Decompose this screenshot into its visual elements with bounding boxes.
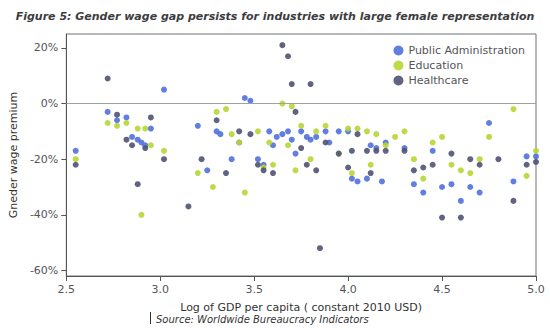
svg-text:3.0: 3.0	[152, 283, 170, 296]
svg-text:-40%: -40%	[30, 208, 58, 221]
svg-text:0%: 0%	[41, 97, 58, 110]
svg-text:3.5: 3.5	[245, 283, 263, 296]
svg-text:-20%: -20%	[30, 153, 58, 166]
svg-text:Source: Worldwide Bureaucracy: Source: Worldwide Bureaucracy Indicators	[156, 314, 369, 325]
svg-text:20%: 20%	[34, 41, 58, 54]
svg-text:Figure 5: Gender wage gap pers: Figure 5: Gender wage gap persists for i…	[16, 10, 535, 23]
svg-text:Healthcare: Healthcare	[408, 74, 468, 87]
svg-text:Log of GDP per capita ( consta: Log of GDP per capita ( constant 2010 US…	[180, 301, 422, 314]
svg-text:-60%: -60%	[30, 264, 58, 277]
svg-text:Education: Education	[408, 59, 463, 72]
svg-text:Gneder wage premium: Gneder wage premium	[7, 92, 20, 219]
svg-text:Public Administration: Public Administration	[408, 44, 525, 57]
svg-text:5.0: 5.0	[527, 283, 545, 296]
svg-text:2.5: 2.5	[58, 283, 76, 296]
svg-text:4.0: 4.0	[339, 283, 357, 296]
svg-text:4.5: 4.5	[433, 283, 451, 296]
